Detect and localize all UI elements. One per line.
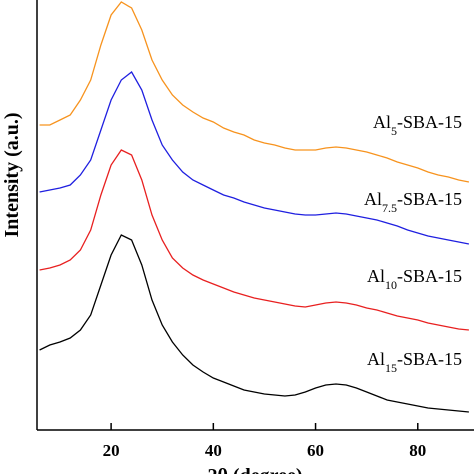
series-line — [39, 149, 469, 331]
x-tick-label: 40 — [205, 441, 222, 460]
x-tick-label: 60 — [307, 441, 324, 460]
series-label: Al7.5-SBA-15 — [364, 189, 462, 215]
series-label: Al5-SBA-15 — [373, 112, 462, 138]
y-axis-label: Intensity (a.u.) — [1, 112, 23, 237]
series-line — [39, 1, 470, 183]
x-tick-label: 20 — [103, 441, 120, 460]
series-line — [39, 234, 469, 413]
x-tick-label: 80 — [409, 441, 426, 460]
series-label: Al15-SBA-15 — [367, 349, 462, 375]
series-label: Al10-SBA-15 — [367, 266, 462, 292]
series-line — [39, 71, 470, 245]
x-axis-label: 2θ (degree) — [207, 465, 302, 474]
